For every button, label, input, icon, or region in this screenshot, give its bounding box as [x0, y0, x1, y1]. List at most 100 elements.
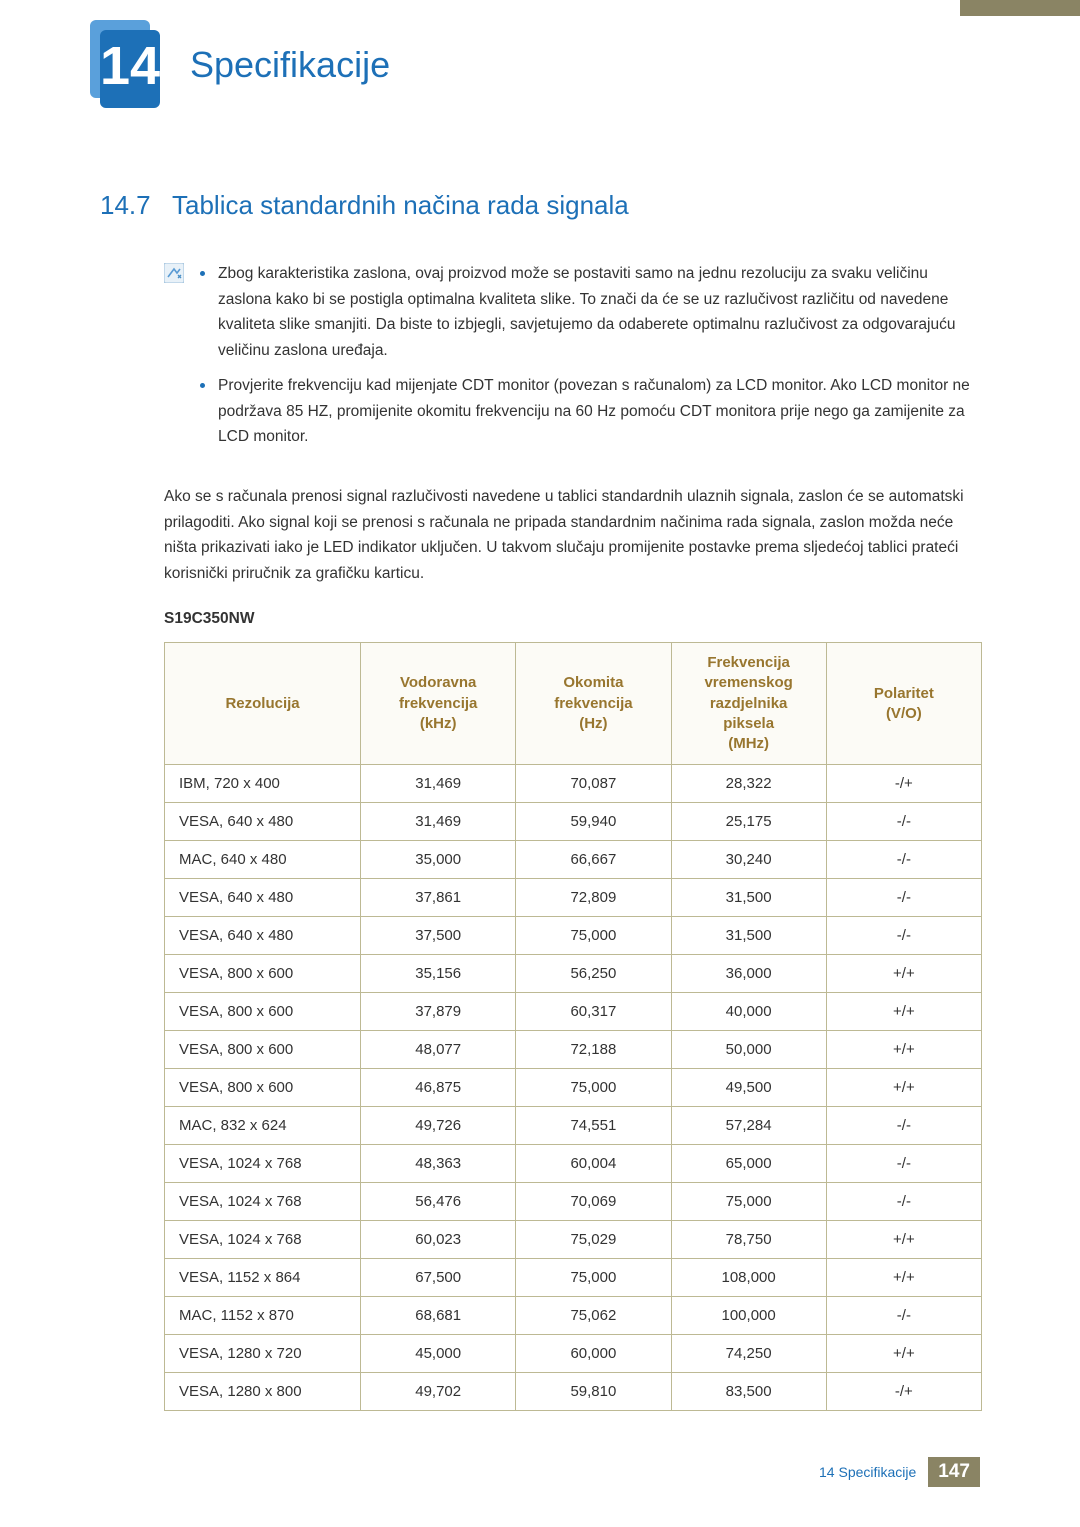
table-cell: VESA, 1024 x 768: [165, 1183, 361, 1221]
note-list: Zbog karakteristika zaslona, ovaj proizv…: [200, 261, 980, 460]
table-cell: 75,062: [516, 1297, 671, 1335]
th-vfreq: Okomita frekvencija (Hz): [516, 643, 671, 765]
table-row: VESA, 1024 x 76860,02375,02978,750+/+: [165, 1221, 982, 1259]
table-cell: 60,023: [361, 1221, 516, 1259]
chapter-badge-icon: 14: [80, 20, 170, 110]
top-stripe: [960, 0, 1080, 16]
table-cell: VESA, 800 x 600: [165, 1031, 361, 1069]
table-row: VESA, 640 x 48031,46959,94025,175-/-: [165, 803, 982, 841]
table-row: VESA, 800 x 60048,07772,18850,000+/+: [165, 1031, 982, 1069]
table-cell: MAC, 1152 x 870: [165, 1297, 361, 1335]
section-number: 14.7: [100, 190, 172, 221]
table-cell: -/+: [826, 1373, 981, 1411]
table-cell: -/-: [826, 1107, 981, 1145]
table-row: MAC, 640 x 48035,00066,66730,240-/-: [165, 841, 982, 879]
table-cell: 74,250: [671, 1335, 826, 1373]
table-cell: VESA, 1280 x 800: [165, 1373, 361, 1411]
note-item: Provjerite frekvenciju kad mijenjate CDT…: [200, 373, 980, 450]
table-row: VESA, 1152 x 86467,50075,000108,000+/+: [165, 1259, 982, 1297]
table-cell: +/+: [826, 1031, 981, 1069]
table-cell: MAC, 832 x 624: [165, 1107, 361, 1145]
table-row: MAC, 832 x 62449,72674,55157,284-/-: [165, 1107, 982, 1145]
chapter-number: 14: [100, 36, 160, 96]
table-cell: 57,284: [671, 1107, 826, 1145]
model-label: S19C350NW: [164, 610, 980, 628]
table-cell: +/+: [826, 1221, 981, 1259]
table-cell: 25,175: [671, 803, 826, 841]
footer-page-number: 147: [928, 1457, 980, 1487]
chapter-title: Specifikacije: [190, 44, 390, 86]
table-cell: 56,476: [361, 1183, 516, 1221]
table-cell: +/+: [826, 1069, 981, 1107]
table-cell: 46,875: [361, 1069, 516, 1107]
table-cell: 30,240: [671, 841, 826, 879]
page: 14 Specifikacije 14.7Tablica standardnih…: [0, 0, 1080, 1527]
table-cell: -/-: [826, 1145, 981, 1183]
table-cell: 72,809: [516, 879, 671, 917]
table-cell: 31,469: [361, 803, 516, 841]
table-cell: 100,000: [671, 1297, 826, 1335]
footer-chapter-ref: 14 Specifikacije: [819, 1464, 916, 1480]
table-cell: 59,810: [516, 1373, 671, 1411]
table-cell: 60,004: [516, 1145, 671, 1183]
table-cell: VESA, 1024 x 768: [165, 1221, 361, 1259]
table-cell: -/-: [826, 917, 981, 955]
table-cell: VESA, 800 x 600: [165, 993, 361, 1031]
table-cell: 35,156: [361, 955, 516, 993]
spec-table: Rezolucija Vodoravna frekvencija (kHz) O…: [164, 642, 982, 1411]
table-cell: 49,702: [361, 1373, 516, 1411]
th-resolution: Rezolucija: [165, 643, 361, 765]
table-cell: 37,879: [361, 993, 516, 1031]
note-icon: [164, 263, 184, 283]
table-cell: 70,087: [516, 765, 671, 803]
table-cell: 70,069: [516, 1183, 671, 1221]
table-cell: 75,000: [516, 1259, 671, 1297]
table-cell: 50,000: [671, 1031, 826, 1069]
table-cell: VESA, 1024 x 768: [165, 1145, 361, 1183]
table-cell: +/+: [826, 1335, 981, 1373]
table-cell: -/-: [826, 879, 981, 917]
table-cell: 37,500: [361, 917, 516, 955]
table-cell: 68,681: [361, 1297, 516, 1335]
table-cell: VESA, 1152 x 864: [165, 1259, 361, 1297]
table-cell: VESA, 1280 x 720: [165, 1335, 361, 1373]
table-cell: +/+: [826, 1259, 981, 1297]
th-pixelclock: Frekvencija vremenskog razdjelnika pikse…: [671, 643, 826, 765]
note-item: Zbog karakteristika zaslona, ovaj proizv…: [200, 261, 980, 363]
table-header-row: Rezolucija Vodoravna frekvencija (kHz) O…: [165, 643, 982, 765]
th-polarity: Polaritet (V/O): [826, 643, 981, 765]
table-cell: VESA, 800 x 600: [165, 955, 361, 993]
table-cell: MAC, 640 x 480: [165, 841, 361, 879]
table-cell: -/-: [826, 1183, 981, 1221]
table-cell: 48,077: [361, 1031, 516, 1069]
table-cell: VESA, 640 x 480: [165, 879, 361, 917]
table-cell: +/+: [826, 955, 981, 993]
body-paragraph: Ako se s računala prenosi signal razluči…: [164, 484, 980, 586]
note-block: Zbog karakteristika zaslona, ovaj proizv…: [164, 261, 980, 460]
table-row: VESA, 800 x 60037,87960,31740,000+/+: [165, 993, 982, 1031]
table-row: VESA, 800 x 60035,15656,25036,000+/+: [165, 955, 982, 993]
table-cell: 56,250: [516, 955, 671, 993]
table-cell: 108,000: [671, 1259, 826, 1297]
table-cell: 28,322: [671, 765, 826, 803]
table-cell: -/-: [826, 841, 981, 879]
table-cell: 36,000: [671, 955, 826, 993]
table-cell: 37,861: [361, 879, 516, 917]
page-footer: 14 Specifikacije 147: [819, 1457, 980, 1487]
table-cell: 72,188: [516, 1031, 671, 1069]
table-cell: VESA, 800 x 600: [165, 1069, 361, 1107]
table-row: IBM, 720 x 40031,46970,08728,322-/+: [165, 765, 982, 803]
section-heading: 14.7Tablica standardnih načina rada sign…: [100, 190, 980, 221]
table-cell: -/-: [826, 1297, 981, 1335]
table-cell: 31,469: [361, 765, 516, 803]
table-cell: 45,000: [361, 1335, 516, 1373]
section-title: Tablica standardnih načina rada signala: [172, 190, 629, 220]
table-cell: 59,940: [516, 803, 671, 841]
table-cell: 83,500: [671, 1373, 826, 1411]
table-cell: 49,500: [671, 1069, 826, 1107]
table-row: MAC, 1152 x 87068,68175,062100,000-/-: [165, 1297, 982, 1335]
table-cell: 75,029: [516, 1221, 671, 1259]
table-cell: 65,000: [671, 1145, 826, 1183]
table-cell: 66,667: [516, 841, 671, 879]
table-cell: +/+: [826, 993, 981, 1031]
